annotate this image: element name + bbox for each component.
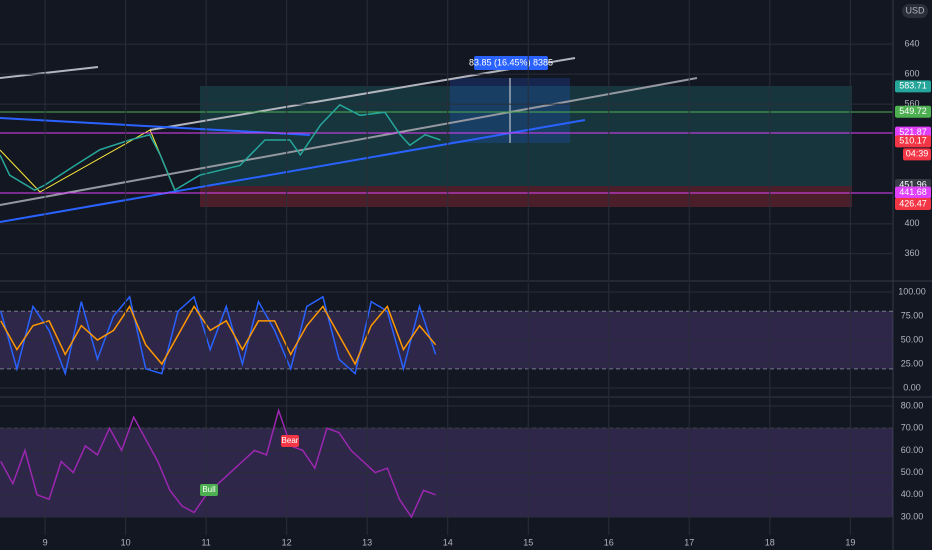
x-tick-label: 14 — [443, 537, 453, 547]
trend-line — [0, 66, 99, 79]
series-line — [0, 407, 436, 519]
price-label: 549.72 — [899, 106, 927, 116]
measure-label: 83.85 (16.45%) 8385 — [469, 57, 553, 67]
price-label: 521.87 — [899, 127, 927, 137]
signal-bg — [200, 484, 218, 496]
y-tick-label: 50.00 — [901, 334, 924, 344]
price-label: 583.71 — [899, 81, 927, 91]
trend-line — [0, 119, 586, 223]
price-label-bg — [895, 80, 931, 93]
price-label-bg — [895, 105, 931, 118]
y-tick-label: 30.00 — [901, 511, 924, 521]
price-label: 510.17 — [899, 136, 927, 146]
signal-label: Bear — [282, 436, 299, 445]
x-tick-label: 10 — [121, 537, 131, 547]
y-tick-label: 560 — [904, 98, 919, 108]
y-tick-label: 70.00 — [901, 423, 924, 433]
x-tick-label: 9 — [43, 537, 48, 547]
y-tick-label: 640 — [904, 39, 919, 49]
y-tick-label: 400 — [904, 218, 919, 228]
price-label-bg — [895, 135, 931, 148]
price-label: 441.68 — [899, 187, 927, 197]
stop-zone — [200, 186, 852, 207]
signal-label: Bull — [202, 485, 216, 494]
x-tick-label: 13 — [362, 537, 372, 547]
y-tick-label: 50.00 — [901, 467, 924, 477]
currency: USD — [905, 5, 925, 15]
series-line — [0, 304, 437, 366]
series-line — [0, 295, 437, 377]
countdown-bg — [903, 148, 931, 161]
y-tick-label: 100.00 — [898, 286, 926, 296]
currency-badge — [902, 4, 928, 18]
y-tick-label: 0.00 — [903, 382, 921, 392]
trend-line — [0, 77, 698, 206]
price-label-bg — [895, 186, 931, 199]
y-tick-label: 60.00 — [901, 445, 924, 455]
measure-label-bg — [474, 56, 548, 70]
x-tick-label: 15 — [523, 537, 533, 547]
price-label: 426.47 — [899, 198, 927, 208]
price-label: 451.96 — [899, 179, 927, 189]
x-tick-label: 11 — [201, 537, 210, 547]
price-label-bg — [895, 198, 931, 211]
x-tick-label: 17 — [684, 537, 694, 547]
y-tick-label: 25.00 — [901, 358, 924, 368]
signal-bg — [281, 435, 299, 447]
series-line — [0, 103, 441, 192]
y-tick-label: 40.00 — [901, 489, 924, 499]
x-tick-label: 19 — [845, 537, 855, 547]
x-tick-label: 16 — [604, 537, 614, 547]
y-tick-label: 80.00 — [901, 400, 924, 410]
y-tick-label: 75.00 — [901, 310, 924, 320]
x-tick-label: 18 — [765, 537, 775, 547]
countdown: 04:39 — [906, 149, 929, 159]
y-tick-label: 360 — [904, 248, 919, 258]
trend-line — [0, 117, 311, 136]
x-tick-label: 12 — [282, 537, 292, 547]
y-tick-label: 600 — [904, 68, 919, 78]
